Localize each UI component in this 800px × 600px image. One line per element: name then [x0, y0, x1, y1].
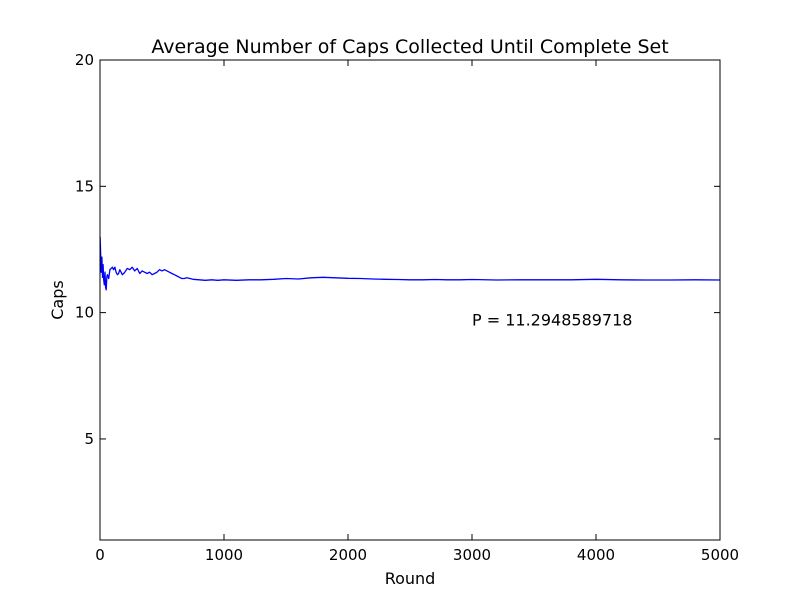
x-tick-label: 1000 [205, 546, 243, 564]
axis-ticks: 0 1000 2000 3000 4000 5000 5 10 15 20 [75, 51, 739, 564]
chart-title: Average Number of Caps Collected Until C… [151, 36, 668, 58]
x-tick-label: 3000 [453, 546, 491, 564]
p-value-annotation: P = 11.2948589718 [472, 310, 632, 329]
x-axis-label: Round [385, 569, 436, 588]
plot-area [99, 236, 721, 291]
x-tick-label: 2000 [329, 546, 367, 564]
y-axis-label: Caps [48, 280, 67, 319]
x-tick-label: 4000 [577, 546, 615, 564]
x-tick-label: 5000 [701, 546, 739, 564]
y-tick-label: 5 [84, 430, 94, 448]
y-tick-label: 10 [75, 304, 94, 322]
x-tick-label: 0 [95, 546, 105, 564]
series-line-0 [99, 236, 721, 291]
y-tick-label: 15 [75, 177, 94, 195]
y-tick-label: 20 [75, 51, 94, 69]
plot-frame [99, 59, 721, 541]
